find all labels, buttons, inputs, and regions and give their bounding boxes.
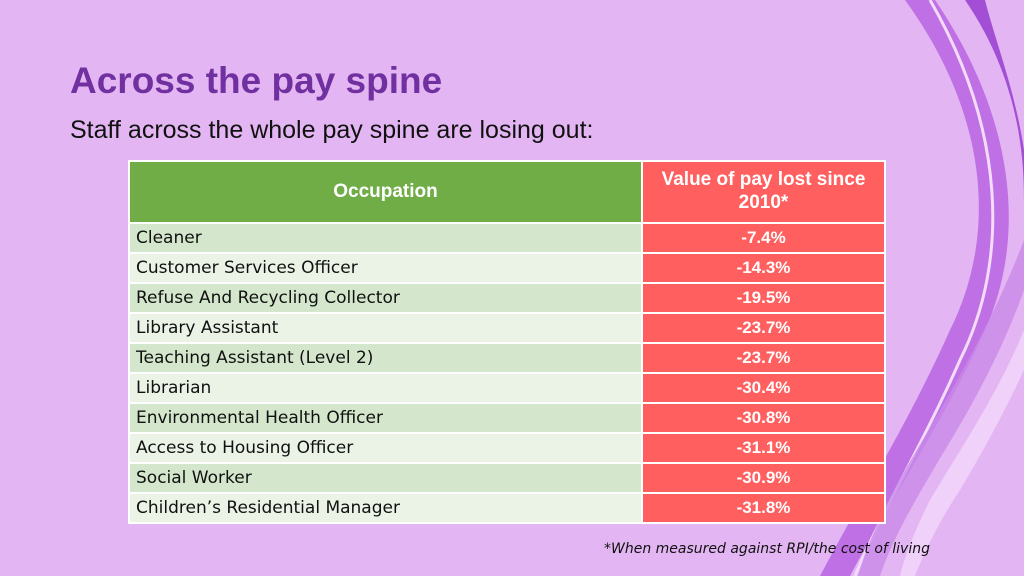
table-header: Occupation Value of pay lost since 2010*: [128, 160, 886, 224]
table-body: Cleaner -7.4% Customer Services Officer …: [128, 222, 886, 524]
occupation-cell: Children’s Residential Manager: [128, 492, 643, 524]
value-cell: -30.9%: [641, 462, 886, 494]
slide-subtitle: Staff across the whole pay spine are los…: [70, 116, 594, 144]
occupation-cell: Teaching Assistant (Level 2): [128, 342, 643, 374]
footnote: *When measured against RPI/the cost of l…: [604, 541, 930, 557]
occupation-cell: Access to Housing Officer: [128, 432, 643, 464]
value-cell: -19.5%: [641, 282, 886, 314]
table-row: Library Assistant -23.7%: [128, 312, 886, 344]
value-cell: -23.7%: [641, 342, 886, 374]
table-row: Access to Housing Officer -31.1%: [128, 432, 886, 464]
value-cell: -7.4%: [641, 222, 886, 254]
occupation-cell: Cleaner: [128, 222, 643, 254]
table-row: Customer Services Officer -14.3%: [128, 252, 886, 284]
occupation-cell: Customer Services Officer: [128, 252, 643, 284]
pay-loss-table: Occupation Value of pay lost since 2010*…: [128, 160, 886, 524]
slide-title: Across the pay spine: [70, 60, 443, 101]
table-row: Refuse And Recycling Collector -19.5%: [128, 282, 886, 314]
table-row: Cleaner -7.4%: [128, 222, 886, 254]
occupation-cell: Refuse And Recycling Collector: [128, 282, 643, 314]
table-row: Teaching Assistant (Level 2) -23.7%: [128, 342, 886, 374]
header-value-lost: Value of pay lost since 2010*: [641, 160, 886, 224]
value-cell: -30.4%: [641, 372, 886, 404]
value-cell: -31.1%: [641, 432, 886, 464]
occupation-cell: Environmental Health Officer: [128, 402, 643, 434]
occupation-cell: Librarian: [128, 372, 643, 404]
value-cell: -14.3%: [641, 252, 886, 284]
value-cell: -30.8%: [641, 402, 886, 434]
occupation-cell: Library Assistant: [128, 312, 643, 344]
value-cell: -23.7%: [641, 312, 886, 344]
table-row: Children’s Residential Manager -31.8%: [128, 492, 886, 524]
table-row: Social Worker -30.9%: [128, 462, 886, 494]
occupation-cell: Social Worker: [128, 462, 643, 494]
table-row: Environmental Health Officer -30.8%: [128, 402, 886, 434]
table-row: Librarian -30.4%: [128, 372, 886, 404]
value-cell: -31.8%: [641, 492, 886, 524]
header-occupation: Occupation: [128, 160, 643, 224]
header-row: Occupation Value of pay lost since 2010*: [128, 160, 886, 224]
